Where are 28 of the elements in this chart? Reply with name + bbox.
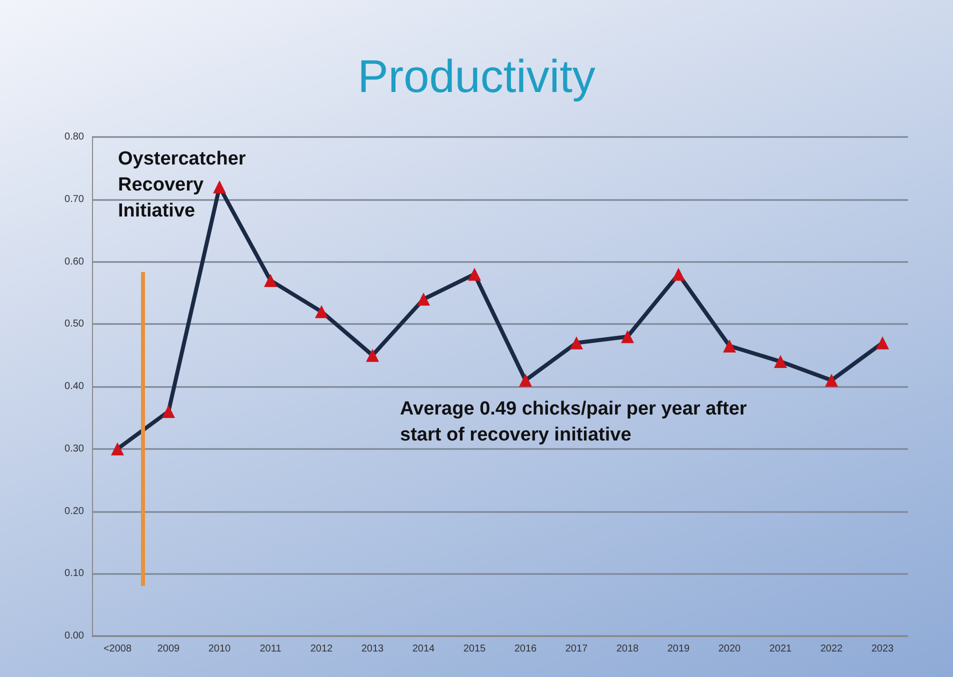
y-tick-label: 0.50 <box>64 318 84 330</box>
x-tick-label: 2019 <box>667 644 690 654</box>
y-tick-label: 0.40 <box>64 381 84 392</box>
annotation: Average 0.49 chicks/pair per year after start of recovery initiative <box>400 398 752 446</box>
x-tick-label: 2015 <box>463 644 486 654</box>
x-tick-label: 2016 <box>514 644 538 654</box>
x-tick-label: <2008 <box>103 644 132 654</box>
y-tick-label: 0.20 <box>64 506 84 517</box>
x-tick-label: 2017 <box>565 644 588 654</box>
x-tick-label: 2022 <box>820 644 844 654</box>
x-tick-label: 2014 <box>412 644 436 654</box>
y-tick-label: 0.10 <box>64 568 84 580</box>
y-tick-label: 0.30 <box>64 443 84 454</box>
x-tick-label: 2020 <box>718 644 742 654</box>
annotation: Oystercatcher Recovery Initiative <box>118 148 252 222</box>
x-tick-label: 2018 <box>616 644 640 654</box>
x-tick-label: 2011 <box>260 644 282 654</box>
y-tick-label: 0.70 <box>64 194 84 205</box>
x-tick-label: 2021 <box>769 644 792 654</box>
x-tick-label: 2012 <box>310 644 334 654</box>
x-tick-label: 2013 <box>361 644 384 654</box>
x-tick-label: 2009 <box>157 644 180 654</box>
y-tick-label: 0.60 <box>64 256 84 268</box>
x-tick-label: 2010 <box>208 644 232 654</box>
chart-title: Productivity <box>358 50 596 102</box>
y-tick-label: 0.00 <box>64 630 84 642</box>
x-tick-label: 2023 <box>871 644 894 654</box>
y-tick-label: 0.80 <box>64 132 84 142</box>
